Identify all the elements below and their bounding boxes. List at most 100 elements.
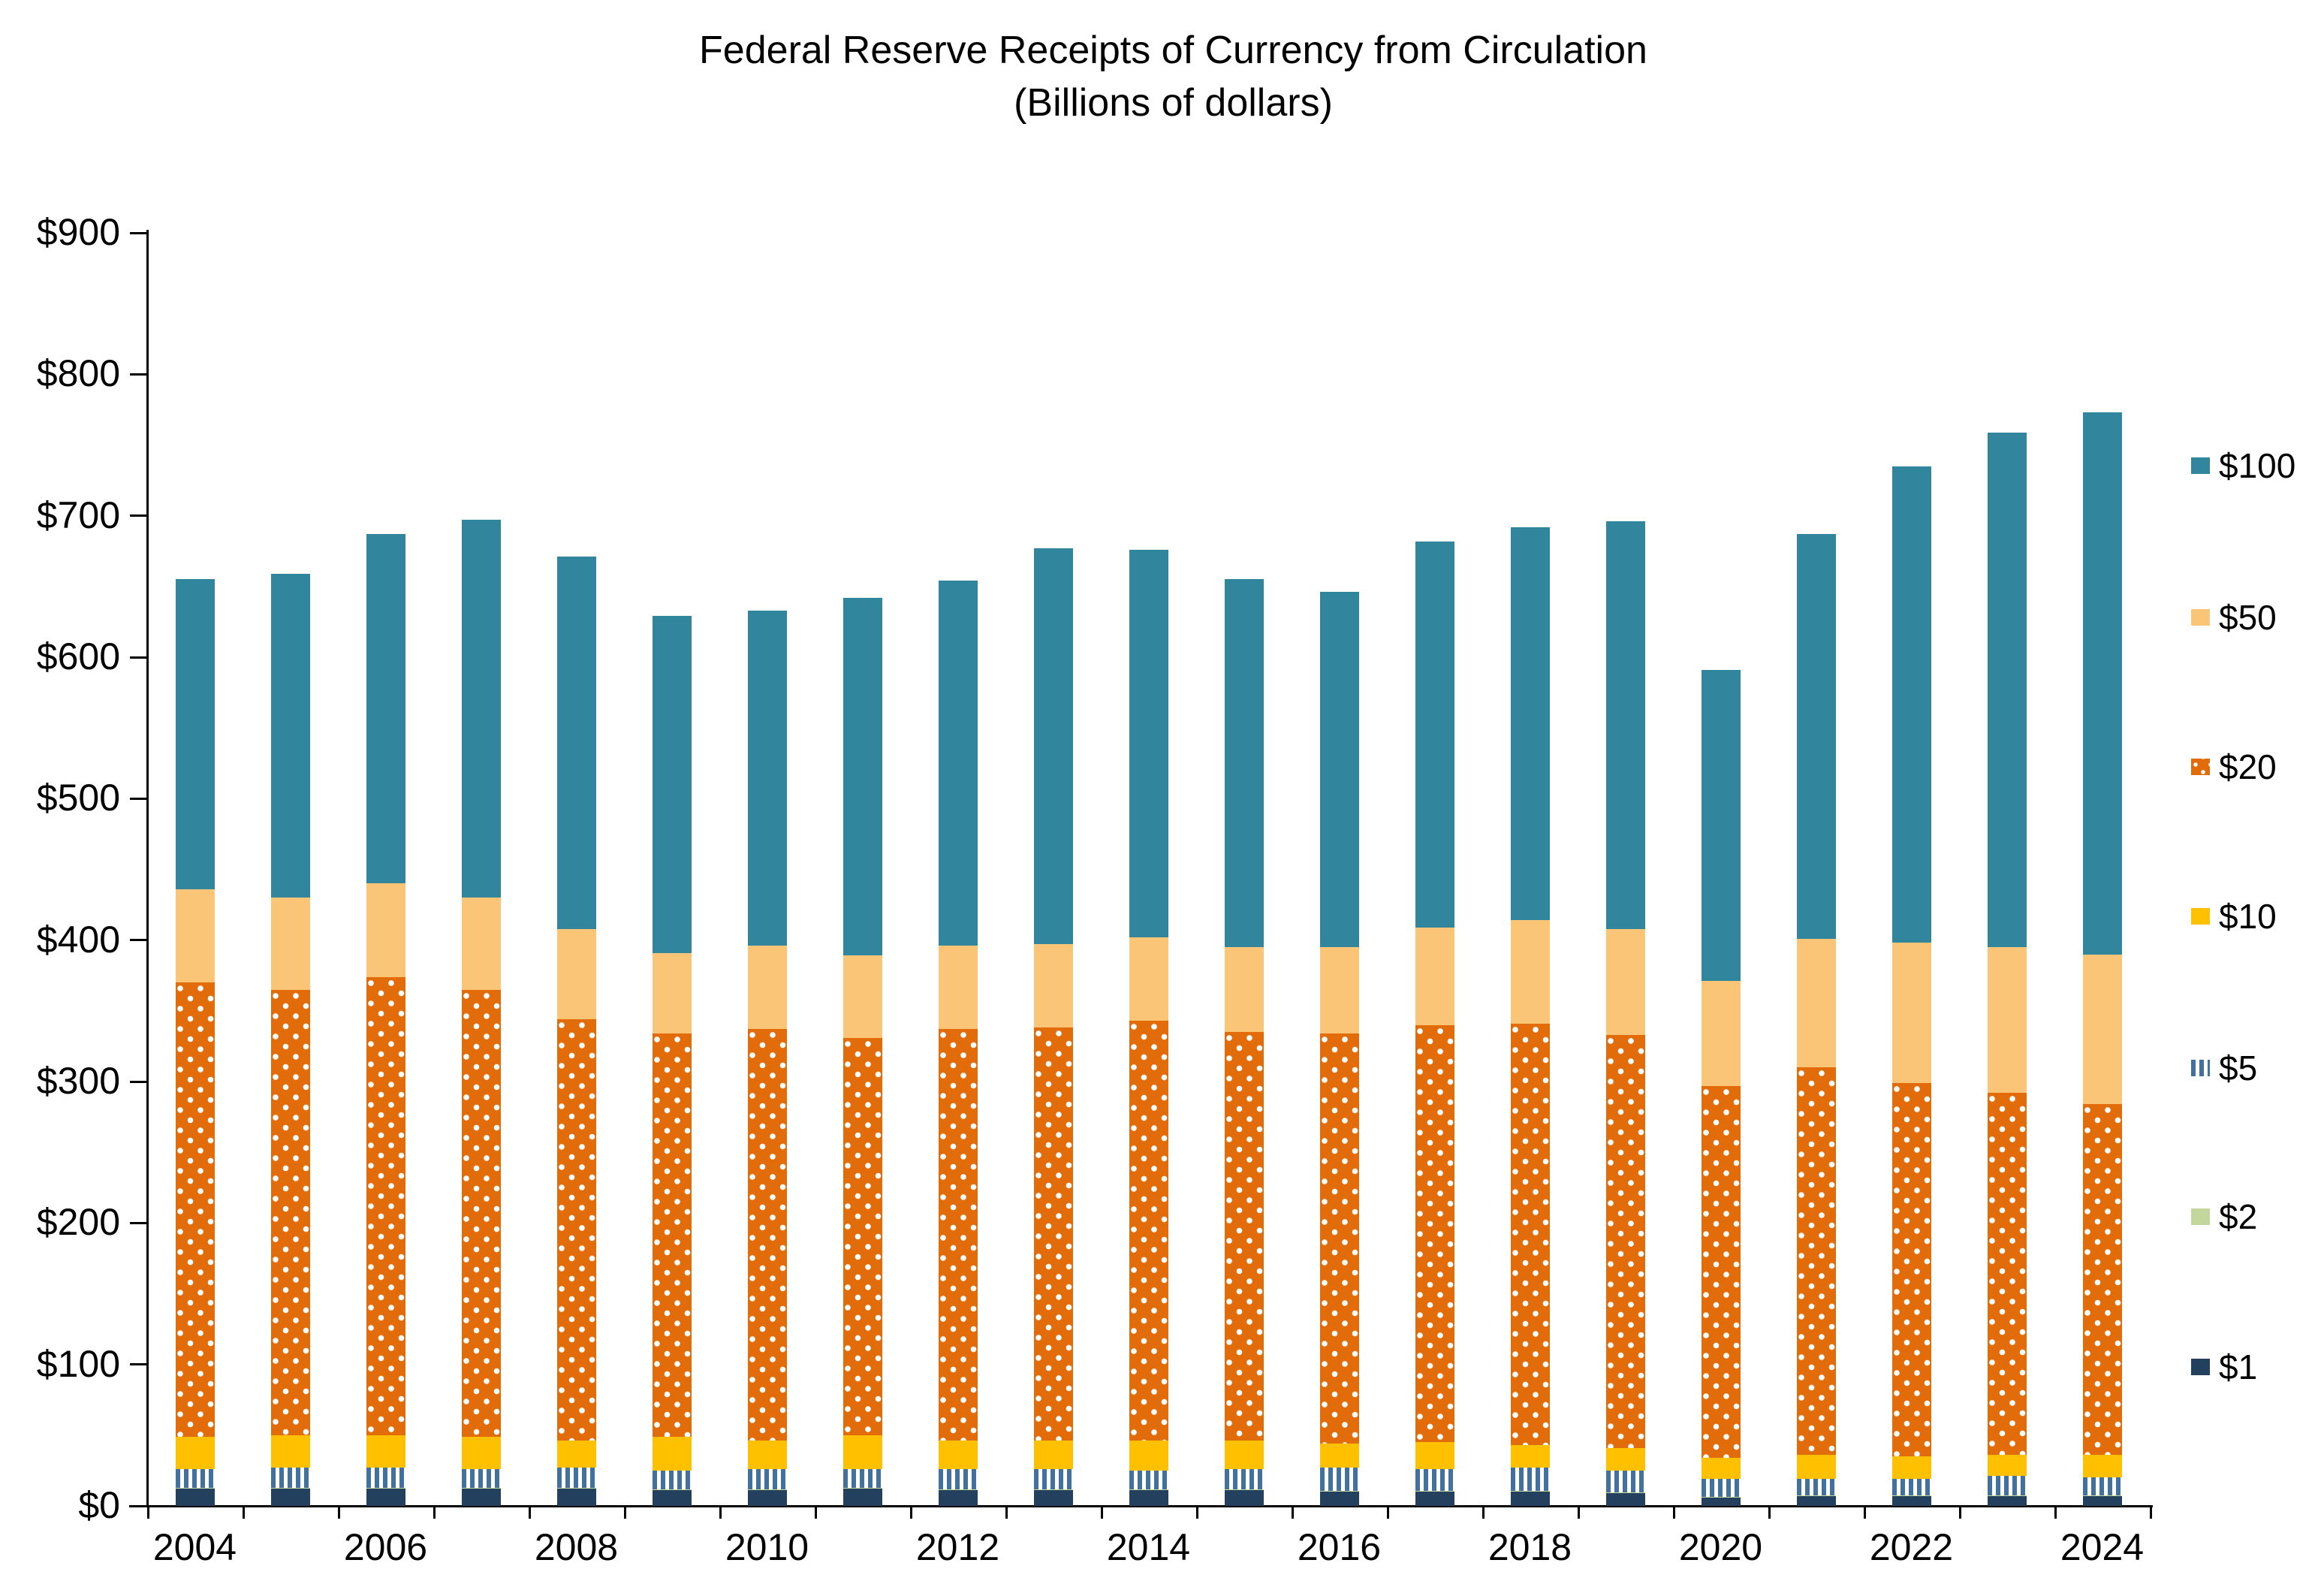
- bar-2022-segment-20-dollar: [1891, 1082, 1931, 1457]
- legend-label: $2: [2219, 1197, 2258, 1236]
- bar-2017: [1415, 541, 1454, 1506]
- x-axis-label-2020: 2020: [1678, 1526, 1763, 1568]
- legend-label: $1: [2219, 1347, 2258, 1386]
- bar-2006-segment-20-dollar: [366, 976, 405, 1435]
- x-axis-label-2024: 2024: [2060, 1526, 2145, 1568]
- bar-2010-segment-20-dollar: [747, 1029, 787, 1441]
- bar-2024-segment-100-dollar: [2082, 412, 2122, 955]
- x-axis-label-2008: 2008: [534, 1526, 619, 1568]
- bar-2021-segment-5-dollar: [1796, 1479, 1836, 1495]
- bar-2007-segment-20-dollar: [461, 989, 501, 1437]
- bar-2014: [1129, 549, 1168, 1506]
- bar-2004-segment-1-dollar: [175, 1489, 215, 1506]
- bar-2011-segment-100-dollar: [842, 597, 882, 956]
- bar-2012-segment-1-dollar: [938, 1490, 978, 1506]
- bar-2006-segment-50-dollar: [366, 883, 405, 977]
- bar-2016-segment-5-dollar: [1319, 1468, 1359, 1492]
- bar-2014-segment-100-dollar: [1129, 549, 1168, 937]
- bar-2013-segment-5-dollar: [1033, 1469, 1073, 1490]
- bar-2020-segment-20-dollar: [1701, 1085, 1741, 1458]
- x-axis-tick: [1482, 1507, 1485, 1519]
- x-axis-tick: [1196, 1507, 1198, 1519]
- bar-2005-segment-100-dollar: [270, 573, 310, 898]
- bar-2024-segment-10-dollar: [2082, 1455, 2122, 1478]
- y-axis-tick-label: $400: [36, 918, 120, 961]
- bar-2005: [270, 573, 310, 1506]
- bar-2011-segment-2-dollar: [842, 1488, 882, 1489]
- x-axis-label-2006: 2006: [343, 1526, 428, 1568]
- bar-2024-segment-50-dollar: [2082, 954, 2122, 1105]
- bar-2005-segment-5-dollar: [270, 1468, 310, 1489]
- bar-2012-segment-2-dollar: [938, 1489, 978, 1491]
- bar-2011-segment-20-dollar: [842, 1037, 882, 1435]
- x-axis-tick: [1578, 1507, 1580, 1519]
- bar-2015-segment-1-dollar: [1224, 1490, 1264, 1506]
- y-axis-tick-label: $100: [36, 1342, 120, 1385]
- bar-2014-segment-1-dollar: [1129, 1490, 1168, 1506]
- bar-2022-segment-1-dollar: [1891, 1495, 1931, 1506]
- y-axis-tick: [130, 1363, 147, 1366]
- legend-item-20-dollar: $20: [2191, 749, 2277, 785]
- bar-2013-segment-50-dollar: [1033, 944, 1073, 1028]
- x-axis-tick: [1387, 1507, 1389, 1519]
- y-axis-tick: [130, 1221, 147, 1224]
- bar-2005-segment-2-dollar: [270, 1488, 310, 1489]
- y-axis-tick-label: $300: [36, 1060, 120, 1102]
- bar-2024-segment-1-dollar: [2082, 1495, 2122, 1506]
- bar-2021-segment-2-dollar: [1796, 1495, 1836, 1496]
- bar-2017-segment-50-dollar: [1415, 927, 1454, 1025]
- bar-2021-segment-10-dollar: [1796, 1455, 1836, 1480]
- bar-2017-segment-2-dollar: [1415, 1491, 1454, 1492]
- legend-swatch-2-dollar-icon: [2191, 1208, 2210, 1225]
- bar-2012-segment-50-dollar: [938, 946, 978, 1030]
- bar-2006-segment-1-dollar: [366, 1489, 405, 1506]
- legend-item-50-dollar: $50: [2191, 599, 2277, 635]
- bar-2013-segment-2-dollar: [1033, 1489, 1073, 1491]
- bar-2006: [366, 534, 405, 1506]
- bar-2011-segment-10-dollar: [842, 1435, 882, 1470]
- bar-2015-segment-5-dollar: [1224, 1469, 1264, 1490]
- chart-title-line2: (Billions of dollars): [1014, 81, 1333, 125]
- bar-2007-segment-1-dollar: [461, 1489, 501, 1506]
- bar-2014-segment-10-dollar: [1129, 1441, 1168, 1471]
- bar-2004-segment-100-dollar: [175, 579, 215, 889]
- bar-2010-segment-1-dollar: [747, 1490, 787, 1506]
- bar-2007-segment-10-dollar: [461, 1436, 501, 1470]
- bar-2010-segment-5-dollar: [747, 1469, 787, 1490]
- bar-2009: [652, 616, 692, 1506]
- y-axis-tick: [130, 797, 147, 800]
- bar-2019-segment-2-dollar: [1605, 1492, 1645, 1494]
- bar-2018-segment-10-dollar: [1510, 1445, 1550, 1468]
- x-axis-tick: [243, 1507, 245, 1519]
- x-axis-tick: [1292, 1507, 1294, 1519]
- bar-2018-segment-5-dollar: [1510, 1468, 1550, 1492]
- bar-2004-segment-5-dollar: [175, 1469, 215, 1489]
- bar-2015-segment-2-dollar: [1224, 1489, 1264, 1491]
- x-axis-tick: [815, 1507, 817, 1519]
- bar-2023-segment-1-dollar: [1987, 1495, 2027, 1506]
- y-axis-tick: [130, 231, 147, 234]
- bar-2006-segment-10-dollar: [366, 1435, 405, 1468]
- legend-label: $5: [2219, 1048, 2258, 1088]
- x-axis-label-2010: 2010: [725, 1526, 809, 1568]
- bar-2021-segment-100-dollar: [1796, 534, 1836, 939]
- bar-2021-segment-1-dollar: [1796, 1495, 1836, 1506]
- bar-2022-segment-5-dollar: [1891, 1479, 1931, 1495]
- bar-2022-segment-2-dollar: [1891, 1495, 1931, 1496]
- bar-2005-segment-50-dollar: [270, 898, 310, 990]
- bar-2017-segment-20-dollar: [1415, 1024, 1454, 1443]
- bar-2007-segment-50-dollar: [461, 898, 501, 990]
- bar-2018-segment-2-dollar: [1510, 1491, 1550, 1492]
- bar-2018-segment-100-dollar: [1510, 526, 1550, 921]
- bar-2004-segment-10-dollar: [175, 1436, 215, 1470]
- bar-2011-segment-50-dollar: [842, 955, 882, 1038]
- bar-2004-segment-2-dollar: [175, 1488, 215, 1489]
- bar-2014-segment-5-dollar: [1129, 1470, 1168, 1490]
- bar-2008-segment-5-dollar: [556, 1468, 596, 1489]
- x-axis-tick: [1005, 1507, 1008, 1519]
- x-axis-label-2018: 2018: [1488, 1526, 1572, 1568]
- bar-2008-segment-20-dollar: [556, 1019, 596, 1441]
- y-axis-tick: [130, 656, 147, 659]
- bar-2015: [1224, 579, 1264, 1506]
- legend-label: $100: [2219, 446, 2296, 485]
